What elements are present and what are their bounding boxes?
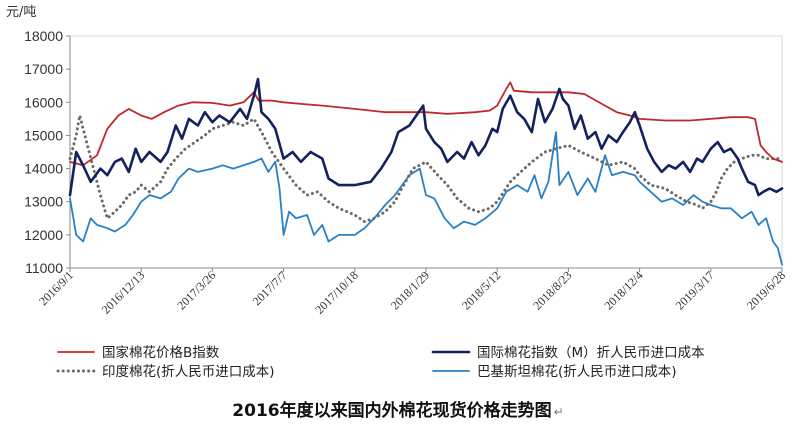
- x-tick-label: 2018/5/12: [459, 268, 503, 312]
- series-layer: [68, 77, 784, 266]
- y-tick-label: 16000: [24, 94, 63, 110]
- y-tick-label: 11000: [25, 260, 63, 276]
- y-axis: 11000 12000 13000 14000 15000 16000 17000 18000: [24, 28, 71, 276]
- x-tick-label: 2017/3/26: [174, 268, 218, 312]
- x-tick-label: 2016/12/13: [99, 268, 148, 317]
- plot-area: [69, 35, 783, 269]
- y-tick-label: 15000: [24, 127, 63, 143]
- y-tick-label: 17000: [24, 61, 63, 77]
- return-mark-icon: ↵: [553, 405, 564, 419]
- x-tick-label: 2019/6/28: [744, 268, 788, 312]
- plot-border: [69, 35, 783, 269]
- series-line-1: [68, 77, 784, 197]
- x-tick-label: 2019/3/17: [673, 268, 717, 312]
- series-line-3: [69, 131, 783, 266]
- legend-label-1: 国际棉花指数（M）折人民币进口成本: [477, 345, 705, 361]
- x-tick-label: 2018/1/29: [388, 268, 432, 312]
- legend: 国家棉花价格B指数 国际棉花指数（M）折人民币进口成本印度棉花(折人民币进口成本)…: [56, 344, 705, 380]
- y-axis-unit-label: 元/吨: [6, 5, 36, 20]
- legend-label-2: 印度棉花(折人民币进口成本): [102, 364, 275, 380]
- legend-label-3: 巴基斯坦棉花(折人民币进口成本): [477, 363, 677, 380]
- chart-caption: 2016年度以来国内外棉花现货价格走势图 ↵: [0, 396, 796, 421]
- y-tick-label: 12000: [24, 227, 63, 243]
- x-axis: 2016/9/1 2016/12/13 2017/3/26 2017/7/7 2017/…: [36, 267, 788, 317]
- chart-title: 2016年度以来国内外棉花现货价格走势图: [232, 401, 552, 421]
- series-line-0: [69, 81, 783, 167]
- x-tick-label: 2018/12/4: [601, 268, 645, 312]
- x-tick-label: 2017/7/7: [250, 268, 290, 308]
- x-tick-label: 2018/8/23: [530, 268, 574, 312]
- y-tick-label: 14000: [24, 161, 63, 177]
- y-tick-label: 13000: [24, 194, 63, 210]
- legend-label-0: 国家棉花价格B指数: [102, 344, 220, 361]
- x-tick-label: 2017/10/18: [312, 268, 361, 317]
- y-tick-label: 18000: [24, 28, 63, 44]
